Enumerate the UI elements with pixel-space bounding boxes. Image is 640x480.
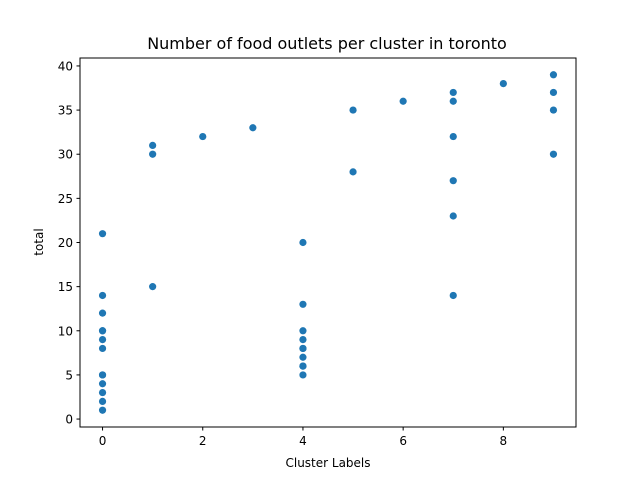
y-tick-label: 5	[65, 368, 73, 382]
data-point	[299, 353, 307, 361]
y-axis-label: total	[32, 228, 46, 255]
data-point	[449, 132, 457, 141]
y-tick-label: 30	[58, 148, 73, 162]
x-axis-label: Cluster Labels	[285, 456, 370, 470]
y-tick-label: 0	[65, 413, 73, 427]
data-point	[449, 177, 457, 185]
data-point	[549, 106, 558, 114]
data-point	[98, 397, 107, 405]
y-tick-label: 15	[58, 280, 73, 294]
data-point	[349, 168, 357, 176]
data-point	[299, 371, 307, 379]
y-tick-label: 35	[58, 104, 73, 118]
x-tick-label: 6	[399, 434, 407, 448]
data-point	[299, 336, 307, 344]
data-point	[249, 124, 257, 132]
data-point	[349, 106, 357, 114]
data-point	[299, 362, 307, 370]
data-point	[449, 97, 457, 105]
x-axis: 0 2 4 6 8	[99, 427, 507, 448]
x-tick-label: 4	[299, 434, 307, 448]
plot-frame	[79, 57, 577, 428]
x-tick-label: 2	[199, 434, 207, 448]
y-tick-label: 10	[58, 324, 73, 338]
data-point	[449, 212, 457, 220]
data-point	[98, 327, 107, 335]
data-point	[98, 371, 107, 379]
data-point	[549, 150, 558, 158]
data-point	[199, 132, 207, 141]
x-tick-label: 8	[500, 434, 508, 448]
data-point	[98, 344, 107, 353]
data-point	[549, 88, 558, 97]
y-tick-label: 25	[58, 192, 73, 206]
data-point	[299, 238, 307, 247]
data-point	[98, 291, 107, 300]
data-point	[149, 141, 157, 149]
data-point	[449, 88, 457, 97]
y-tick-label: 20	[58, 236, 73, 250]
chart-title: Number of food outlets per cluster in to…	[147, 34, 507, 53]
data-point	[299, 300, 307, 308]
y-axis: 0 5 10 15 20 25 30 35 40	[58, 59, 80, 427]
data-point	[149, 283, 157, 291]
data-point	[399, 97, 407, 105]
y-tick-label: 40	[58, 59, 73, 73]
data-points	[98, 71, 558, 414]
data-point	[98, 309, 107, 317]
x-tick-label: 0	[99, 434, 107, 448]
data-point	[299, 327, 307, 335]
data-point	[98, 230, 107, 238]
data-point	[98, 388, 107, 397]
data-point	[98, 380, 107, 388]
data-point	[499, 80, 507, 88]
data-point	[449, 291, 457, 300]
data-point	[549, 71, 558, 79]
data-point	[299, 344, 307, 353]
data-point	[149, 150, 157, 158]
data-point	[98, 336, 107, 344]
data-point	[98, 406, 107, 414]
